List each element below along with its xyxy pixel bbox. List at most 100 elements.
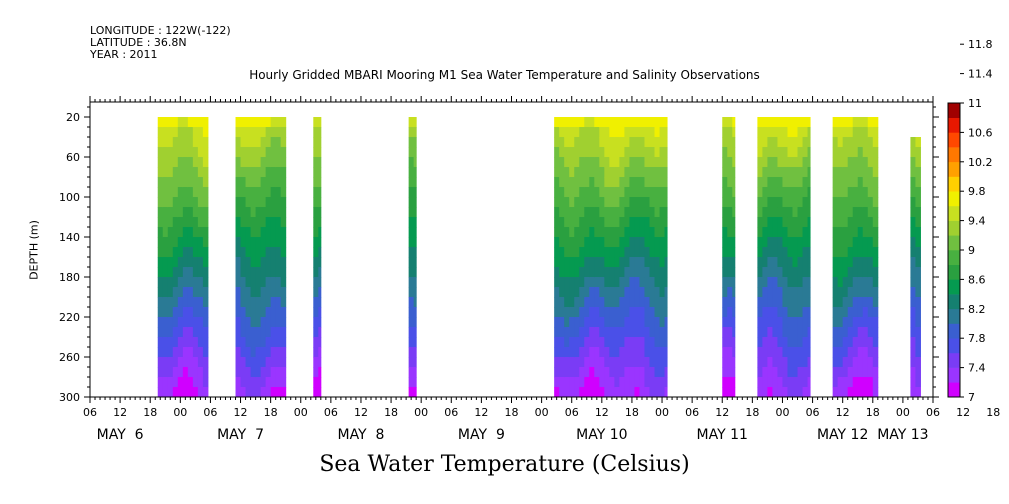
temperature-cell xyxy=(599,177,605,188)
temperature-cell xyxy=(732,227,736,238)
temperature-cell xyxy=(797,247,804,258)
temperature-cell xyxy=(250,147,257,158)
temperature-cell xyxy=(187,237,194,248)
temperature-cell xyxy=(644,357,650,368)
temperature-cell xyxy=(624,257,630,268)
temperature-cell xyxy=(629,197,635,208)
temperature-cell xyxy=(757,377,763,388)
temperature-cell xyxy=(157,307,164,318)
y-tick-label: 100 xyxy=(59,191,80,204)
temperature-cell xyxy=(842,167,849,178)
temperature-cell xyxy=(245,257,252,268)
temperature-cell xyxy=(629,347,635,358)
temperature-cell xyxy=(842,377,849,388)
temperature-cell xyxy=(767,337,773,348)
temperature-cell xyxy=(192,257,199,268)
temperature-cell xyxy=(777,267,783,278)
temperature-cell xyxy=(240,127,247,138)
temperature-cell xyxy=(574,327,580,338)
observation-segment xyxy=(235,117,287,398)
temperature-cell xyxy=(639,247,645,258)
temperature-cell xyxy=(280,167,287,178)
temperature-cell xyxy=(245,347,252,358)
temperature-cell xyxy=(172,167,179,178)
temperature-cell xyxy=(609,357,615,368)
temperature-cell xyxy=(659,327,666,338)
temperature-cell xyxy=(624,217,630,228)
temperature-cell xyxy=(579,197,585,208)
x-tick-label: 12 xyxy=(956,406,970,419)
temperature-cell xyxy=(245,297,252,308)
colorbar-band xyxy=(948,103,960,118)
temperature-cell xyxy=(275,297,282,308)
temperature-cell xyxy=(564,177,570,188)
x-tick-label: 06 xyxy=(324,406,338,419)
temperature-cell xyxy=(619,127,625,138)
temperature-cell xyxy=(235,237,242,248)
observation-segment xyxy=(157,117,209,398)
temperature-cell xyxy=(837,367,844,378)
temperature-cell xyxy=(629,387,635,398)
temperature-cell xyxy=(639,127,645,138)
temperature-cell xyxy=(202,177,209,188)
temperature-cell xyxy=(802,147,809,158)
temperature-cell xyxy=(797,267,804,278)
temperature-cell xyxy=(162,207,169,218)
temperature-cell xyxy=(182,147,189,158)
temperature-cell xyxy=(584,197,590,208)
temperature-cell xyxy=(802,187,809,198)
temperature-cell xyxy=(732,287,736,298)
temperature-cell xyxy=(245,137,252,148)
temperature-cell xyxy=(182,337,189,348)
temperature-cell xyxy=(837,297,844,308)
temperature-cell xyxy=(634,317,640,328)
temperature-cell xyxy=(847,207,854,218)
temperature-cell xyxy=(187,187,194,198)
temperature-cell xyxy=(847,197,854,208)
temperature-cell xyxy=(202,387,209,398)
temperature-cell xyxy=(584,387,590,398)
temperature-cell xyxy=(727,287,733,298)
temperature-cell xyxy=(260,287,267,298)
temperature-cell xyxy=(589,337,595,348)
temperature-cell xyxy=(732,207,736,218)
temperature-cell xyxy=(270,247,277,258)
temperature-cell xyxy=(187,317,194,328)
colorbar-band xyxy=(948,338,960,354)
temperature-cell xyxy=(564,197,570,208)
temperature-cell xyxy=(649,187,656,198)
temperature-cell xyxy=(762,277,768,288)
temperature-cell xyxy=(862,287,869,298)
temperature-cell xyxy=(867,187,874,198)
temperature-cell xyxy=(240,297,247,308)
temperature-cell xyxy=(197,127,204,138)
temperature-cell xyxy=(240,187,247,198)
temperature-cell xyxy=(727,227,733,238)
temperature-cell xyxy=(202,327,209,338)
temperature-cell xyxy=(772,307,778,318)
temperature-cell xyxy=(167,157,174,168)
temperature-cell xyxy=(559,267,565,278)
temperature-cell xyxy=(792,177,799,188)
temperature-cell xyxy=(172,257,179,268)
temperature-cell xyxy=(554,297,560,308)
temperature-cell xyxy=(413,177,417,188)
temperature-cell xyxy=(589,167,595,178)
temperature-cell xyxy=(649,177,656,188)
temperature-cell xyxy=(634,357,640,368)
colorbar-band xyxy=(948,220,960,236)
temperature-cell xyxy=(574,367,580,378)
temperature-cell xyxy=(599,147,605,158)
temperature-cell xyxy=(609,147,615,158)
temperature-cell xyxy=(832,247,839,258)
temperature-cell xyxy=(659,347,666,358)
colorbar-label: 11.4 xyxy=(968,68,993,81)
temperature-cell xyxy=(265,387,272,398)
temperature-cell xyxy=(777,337,783,348)
temperature-cell xyxy=(594,137,600,148)
temperature-cell xyxy=(157,327,164,338)
temperature-cell xyxy=(187,357,194,368)
temperature-cell xyxy=(559,177,565,188)
temperature-cell xyxy=(732,177,736,188)
temperature-cell xyxy=(644,207,650,218)
